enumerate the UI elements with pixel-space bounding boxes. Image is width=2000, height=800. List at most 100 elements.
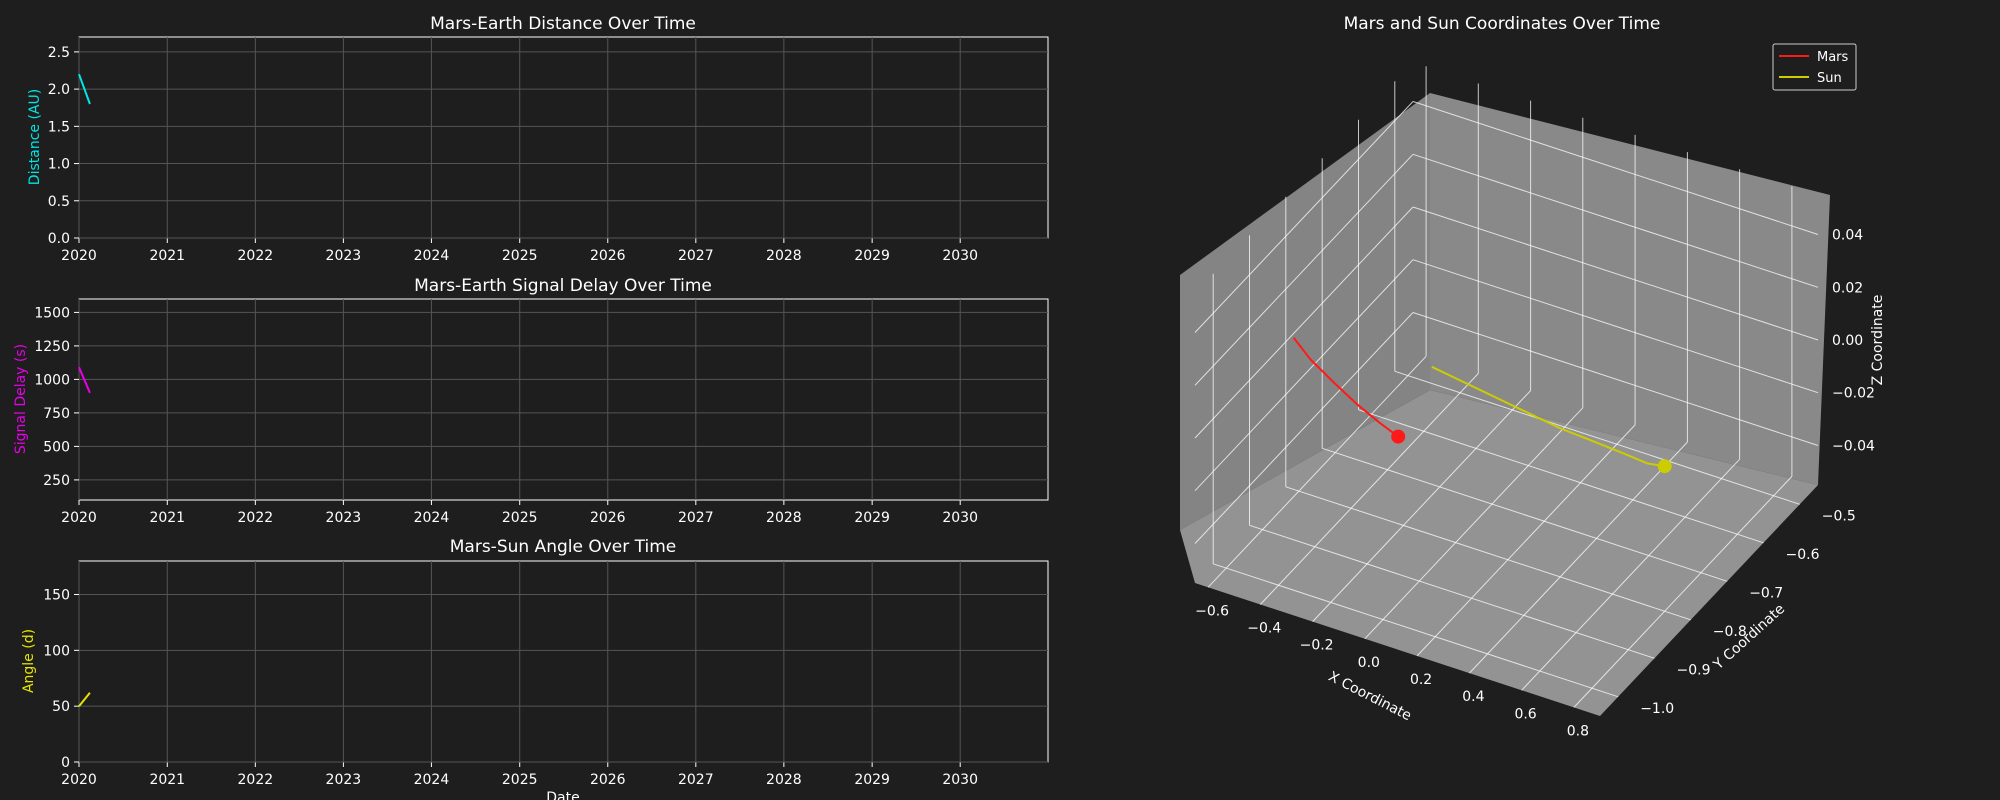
pane-gridline [1412,153,1819,288]
pane-grid [1194,66,1819,708]
x-tick-label: 2022 [238,772,274,788]
x-tick-label: 2028 [766,510,802,526]
x-tick-label: 0.8 [1567,723,1589,739]
y-tick-label: −0.8 [1713,624,1747,640]
y-tick-label: 100 [43,643,70,659]
y-tick-label: 500 [43,439,70,455]
x-tick-label: 2020 [61,772,97,788]
trajectory-sun [1431,365,1665,468]
x-tick-label: 0.6 [1514,706,1536,722]
x-tick-label: 2021 [149,772,185,788]
y-axis-label: Signal Delay (s) [13,344,29,454]
y-tick-label: 750 [43,406,70,422]
angle-chart: Mars-Sun Angle Over Time 2020 2021 2022 202… [21,537,1049,800]
y-tick-label: 50 [52,699,70,715]
chart-title: Mars-Earth Signal Delay Over Time [414,276,712,296]
pane-gridline [1194,153,1414,386]
x-tick-label: −0.4 [1247,621,1281,637]
x-tick-labels: 2020 2021 2022 2023 2024 2025 2026 2027 2028 2029… [61,510,978,526]
x-grid [78,299,961,505]
chart-title: Mars and Sun Coordinates Over Time [1344,14,1661,34]
pane-gridline [1194,206,1414,439]
x-tick-label: 0.4 [1462,689,1484,705]
x-tick-label: 2022 [238,248,274,264]
y-tick-labels: −0.5 −0.6 −0.7 −0.8 −0.9 −1.0 [1640,508,1856,717]
x-tick-label: 2023 [326,772,362,788]
x-tick-label: 2024 [414,248,450,264]
pane-gridline [1312,390,1531,622]
x-tick-label: 2027 [678,772,714,788]
legend-label-sun: Sun [1817,71,1842,86]
x-tick-label: 2029 [854,248,890,264]
x-grid [78,37,961,243]
y-tick-labels: 0.0 0.5 1.0 1.5 2.0 2.5 [48,45,70,247]
pane-gridline [1412,101,1819,235]
back-right-pane [1430,93,1830,485]
x-tick-labels: 2020 2021 2022 2023 2024 2025 2026 2027 2028 2029… [61,772,978,788]
y-tick-labels: 250 500 750 1000 1250 1500 [34,305,70,489]
x-axis-label: Date [546,790,579,800]
marker-mars [1391,429,1406,444]
legend: Mars Sun [1772,43,1857,91]
pane-gridline [1394,370,1800,505]
x-tick-label: 2024 [414,510,450,526]
y-tick-label: 0.0 [48,231,70,247]
x-tick-label: 2022 [238,510,274,526]
x-tick-label: 2029 [854,772,890,788]
y-tick-label: 1000 [34,372,70,388]
y-tick-label: −1.0 [1640,701,1674,717]
pane-gridline [1194,101,1414,333]
series-lines [78,73,91,105]
pane-gridline [1521,458,1740,691]
pane-gridline [1285,486,1691,621]
pane-gridline [1249,524,1655,659]
series-lines [78,366,91,394]
x-tick-label: 2029 [854,510,890,526]
series-line [78,366,91,394]
x-tick-label: 2023 [326,248,362,264]
pane-gridline [1412,259,1819,394]
x-tick-label: 2020 [61,510,97,526]
floor-pane [1180,390,1818,716]
pane-gridline [1322,447,1728,582]
signal-delay-chart: Mars-Earth Signal Delay Over Time 2020 20… [13,276,1049,526]
marker-sun [1657,459,1672,474]
y-tick-label: −0.6 [1786,547,1820,563]
y-tick-label: 1500 [34,305,70,321]
x-tick-label: 2024 [414,772,450,788]
trajectory-mars [1293,337,1399,438]
x-tick-labels: 2020 2021 2022 2023 2024 2025 2026 2027 2028 2029… [61,248,978,264]
y-grid [74,594,1048,763]
x-tick-labels: −0.6 −0.4 −0.2 0.0 0.2 0.4 0.6 0.8 [1195,603,1589,739]
x-tick-label: 2025 [502,772,538,788]
y-tick-label: 2.0 [48,82,70,98]
y-tick-labels: 0 50 100 150 [43,588,70,772]
pane-gridline [1364,407,1584,640]
y-tick-label: −0.5 [1822,508,1856,524]
series-line [78,692,91,707]
z-tick-label: 0.04 [1832,228,1863,244]
z-tick-label: −0.04 [1832,439,1875,455]
z-tick-label: −0.02 [1832,386,1875,402]
pane-gridline [1412,206,1819,341]
pane-gridline [1573,476,1793,708]
legend-label-mars: Mars [1817,50,1849,65]
pane-gridline [1194,259,1414,492]
x-tick-label: 2025 [502,248,538,264]
x-tick-label: 2020 [61,248,97,264]
y-tick-label: −0.9 [1677,662,1711,678]
y-tick-label: 0.5 [48,194,70,210]
z-axis-label: Z Coordinate [1870,295,1886,386]
pane-gridline [1259,373,1479,605]
x-tick-label: 2026 [590,248,626,264]
x-tick-label: 2030 [942,248,978,264]
pane-gridline [1416,424,1636,657]
y-tick-label: 0 [61,755,70,771]
y-axis-label: Angle (d) [21,629,37,693]
x-tick-label: 2027 [678,510,714,526]
chart-title: Mars-Earth Distance Over Time [430,14,696,34]
pane-gridline [1358,409,1764,544]
z-tick-labels: 0.04 0.02 0.00 −0.02 −0.04 [1832,228,1875,455]
x-tick-label: 2021 [149,248,185,264]
